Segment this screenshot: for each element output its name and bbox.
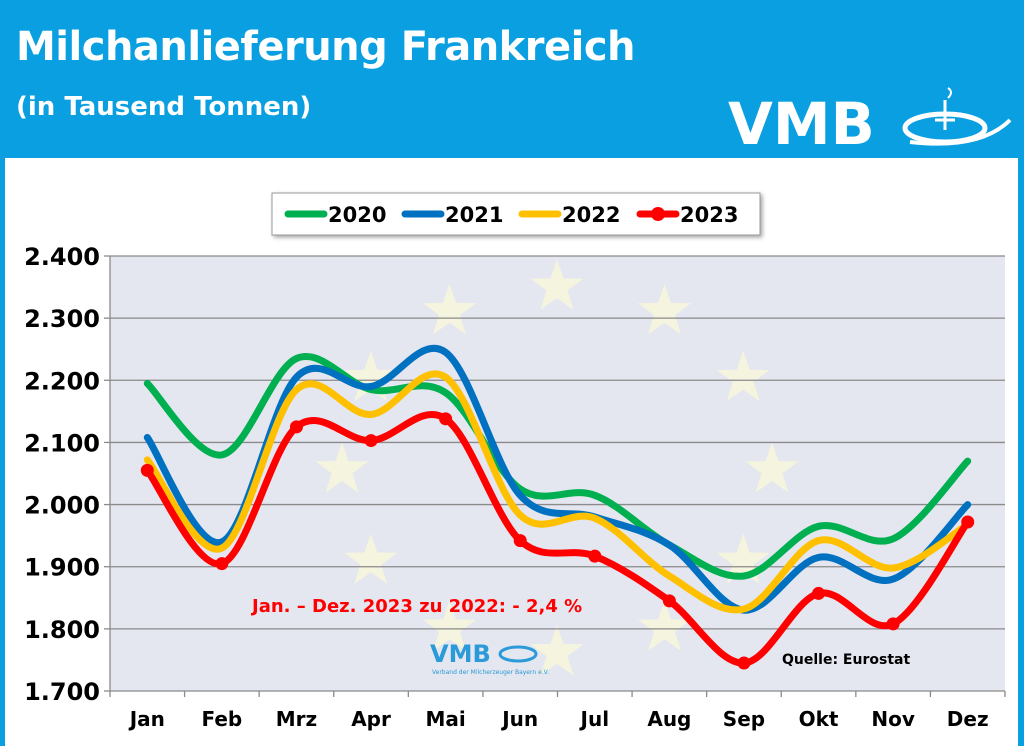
x-tick-label: Jun <box>500 707 538 731</box>
page-subtitle: (in Tausend Tonnen) <box>16 92 312 122</box>
page-title: Milchanlieferung Frankreich <box>16 24 636 70</box>
legend: 2020 2021 2022 2023 <box>271 192 761 236</box>
data-point-2023 <box>588 549 602 563</box>
x-tick-label: Mrz <box>276 707 317 731</box>
data-point-2023 <box>662 594 676 608</box>
plot-area <box>110 256 1005 691</box>
logo-text: VMB <box>728 90 875 150</box>
y-tick-label: 1.700 <box>24 678 100 706</box>
star-shape <box>716 533 770 584</box>
data-point-2023 <box>886 617 900 631</box>
y-tick-label: 2.200 <box>24 367 100 395</box>
comparison-annotation: Jan. – Dez. 2023 zu 2022: - 2,4 % <box>250 596 582 617</box>
star-shape <box>422 600 477 651</box>
legend-label-2021: 2021 <box>445 203 503 227</box>
x-tick-label: Apr <box>351 707 391 731</box>
star-shape <box>745 442 799 493</box>
series-line-2023 <box>143 411 972 667</box>
watermark-subtext: Verband der Milcherzeuger Bayern e.V. <box>432 669 549 676</box>
star-shape <box>637 283 692 335</box>
vmb-watermark: VMB Verband der Milcherzeuger Bayern e.V… <box>430 640 549 676</box>
y-tick-label: 2.000 <box>24 492 100 520</box>
data-point-2023 <box>215 557 229 571</box>
data-point-2023 <box>364 434 378 448</box>
star-shape <box>716 350 770 402</box>
y-tick-label: 1.800 <box>24 616 100 644</box>
legend-label-2020: 2020 <box>328 203 386 227</box>
star-shape <box>344 533 398 584</box>
x-tick-label: Okt <box>799 707 839 731</box>
y-tick-label: 2.300 <box>24 305 100 333</box>
data-point-2023 <box>737 656 751 670</box>
x-tick-label: Sep <box>723 707 765 731</box>
x-tick-label: Mai <box>425 707 465 731</box>
star-shape <box>344 350 398 402</box>
y-tick-label: 1.900 <box>24 554 100 582</box>
data-point-2023 <box>439 412 453 426</box>
data-point-2023 <box>289 420 303 434</box>
series-line-2022 <box>143 370 972 614</box>
watermark-logo-text: VMB <box>430 640 491 668</box>
x-tick-label: Nov <box>871 707 915 731</box>
legend-marker-2023 <box>651 207 665 221</box>
data-point-2023 <box>513 534 527 548</box>
series-line-2020 <box>143 353 972 580</box>
x-tick-label: Feb <box>202 707 243 731</box>
star-shape <box>530 624 584 676</box>
legend-label-2022: 2022 <box>562 203 620 227</box>
star-shape <box>315 442 369 493</box>
data-point-2023 <box>961 515 975 529</box>
y-tick-label: 2.400 <box>24 243 100 271</box>
x-tick-label: Jan <box>128 707 165 731</box>
header: Milchanlieferung Frankreich (in Tausend … <box>0 0 1024 150</box>
x-tick-label: Dez <box>947 707 989 731</box>
x-tick-label: Aug <box>647 707 691 731</box>
legend-label-2023: 2023 <box>680 203 738 227</box>
x-tick-label: Jul <box>579 707 610 731</box>
data-point-2023 <box>140 463 154 477</box>
vmb-logo: VMB <box>728 87 1012 150</box>
star-shape <box>637 600 692 651</box>
eu-stars-watermark <box>315 259 799 676</box>
data-point-2023 <box>812 586 826 600</box>
star-shape <box>422 283 477 335</box>
source-note: Quelle: Eurostat <box>782 652 910 668</box>
y-tick-label: 2.100 <box>24 429 100 457</box>
star-shape <box>530 259 584 310</box>
